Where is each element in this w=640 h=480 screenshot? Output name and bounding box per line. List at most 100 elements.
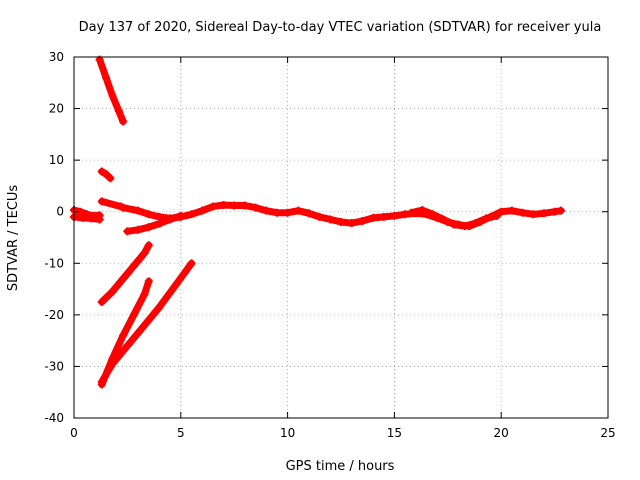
data-point [187,259,196,268]
data-point [283,208,292,217]
y-tick-label: -30 [44,359,64,373]
data-point [108,91,117,100]
x-tick-label: 5 [177,426,185,440]
data-point [529,210,538,219]
data-point [144,277,153,286]
y-tick-label: -40 [44,411,64,425]
data-point [326,215,335,224]
data-point [390,211,399,220]
data-point [119,331,128,340]
data-point [230,201,239,210]
data-point [166,215,175,224]
data-point [482,214,491,223]
data-point [539,209,548,218]
data-point [123,227,132,236]
data-point [187,210,196,219]
data-point [358,216,367,225]
data-point [119,274,128,283]
data-point [134,206,143,215]
data-point [262,206,271,215]
data-point [106,174,115,183]
series-arc-desc [95,55,128,126]
data-point [369,213,378,222]
x-tick-label: 10 [280,426,295,440]
y-tick-label: 10 [49,153,64,167]
x-axis-label: GPS time / hours [286,459,395,474]
data-point [140,248,149,257]
data-point [102,170,111,179]
data-point [129,261,138,270]
data-point [108,287,117,296]
data-point [97,197,106,206]
series-arc-split [407,206,501,231]
y-tick-label: -10 [44,256,64,270]
data-point [315,212,324,221]
data-point [172,279,181,288]
data-point [87,214,96,223]
data-point [144,223,153,232]
x-tick-label: 15 [387,426,402,440]
series-arc-desc-short [97,167,115,183]
data-point [108,359,117,368]
x-tick-label: 0 [70,426,78,440]
data-point [176,211,185,220]
data-point [102,73,111,82]
data-point [140,290,149,299]
data-point [337,218,345,227]
data-point [497,207,506,216]
data-point [518,208,527,217]
series-arc-rise-1 [97,241,153,306]
series-arc-rise-3 [97,259,196,386]
data-point [155,212,164,221]
data-point [557,206,566,215]
data-point [294,206,303,215]
data-point [95,215,104,224]
series-arc-start-low [70,212,104,224]
series-arc-short [123,211,185,236]
data-point [492,211,501,220]
data-point [471,219,480,228]
y-tick-label: 20 [49,102,64,116]
plot-frame [73,56,609,419]
data-point [155,303,164,312]
x-tick-label: 25 [600,426,615,440]
data-point [401,210,410,219]
data-point [97,167,106,176]
series-trace [70,213,104,223]
data-point [97,297,106,306]
y-tick-label: 0 [56,205,64,219]
data-point [450,220,459,229]
data-point [134,225,143,234]
data-point [208,202,217,211]
y-tick-label: 30 [49,50,64,64]
tick-label-layer: 0 5 10 15 20 25 -40 -30 -20 -10 0 10 20 30 [44,50,615,440]
data-point [198,206,207,215]
data-point [428,210,437,219]
data-point [439,215,448,224]
data-layer [70,55,566,389]
data-point [78,213,87,222]
data-point [550,207,559,216]
series-isolated-points [97,197,125,211]
data-point [219,201,228,210]
data-point [379,212,388,221]
data-point [507,206,516,215]
data-point [114,107,123,116]
data-point [407,208,416,217]
data-point [251,203,260,212]
data-point [460,222,469,231]
data-point [97,377,106,386]
y-tick-label: -20 [44,308,64,322]
data-point [272,208,281,217]
data-point [240,201,249,210]
data-point [144,241,153,250]
data-point [418,206,427,215]
tick-layer [73,56,609,419]
data-point [144,210,153,219]
x-tick-label: 20 [494,426,509,440]
y-axis-label: SDTVAR / TECUs [6,185,21,292]
data-point [155,219,164,228]
chart-title: Day 137 of 2020, Sidereal Day-to-day VTE… [79,20,602,35]
grid-layer [74,57,608,418]
